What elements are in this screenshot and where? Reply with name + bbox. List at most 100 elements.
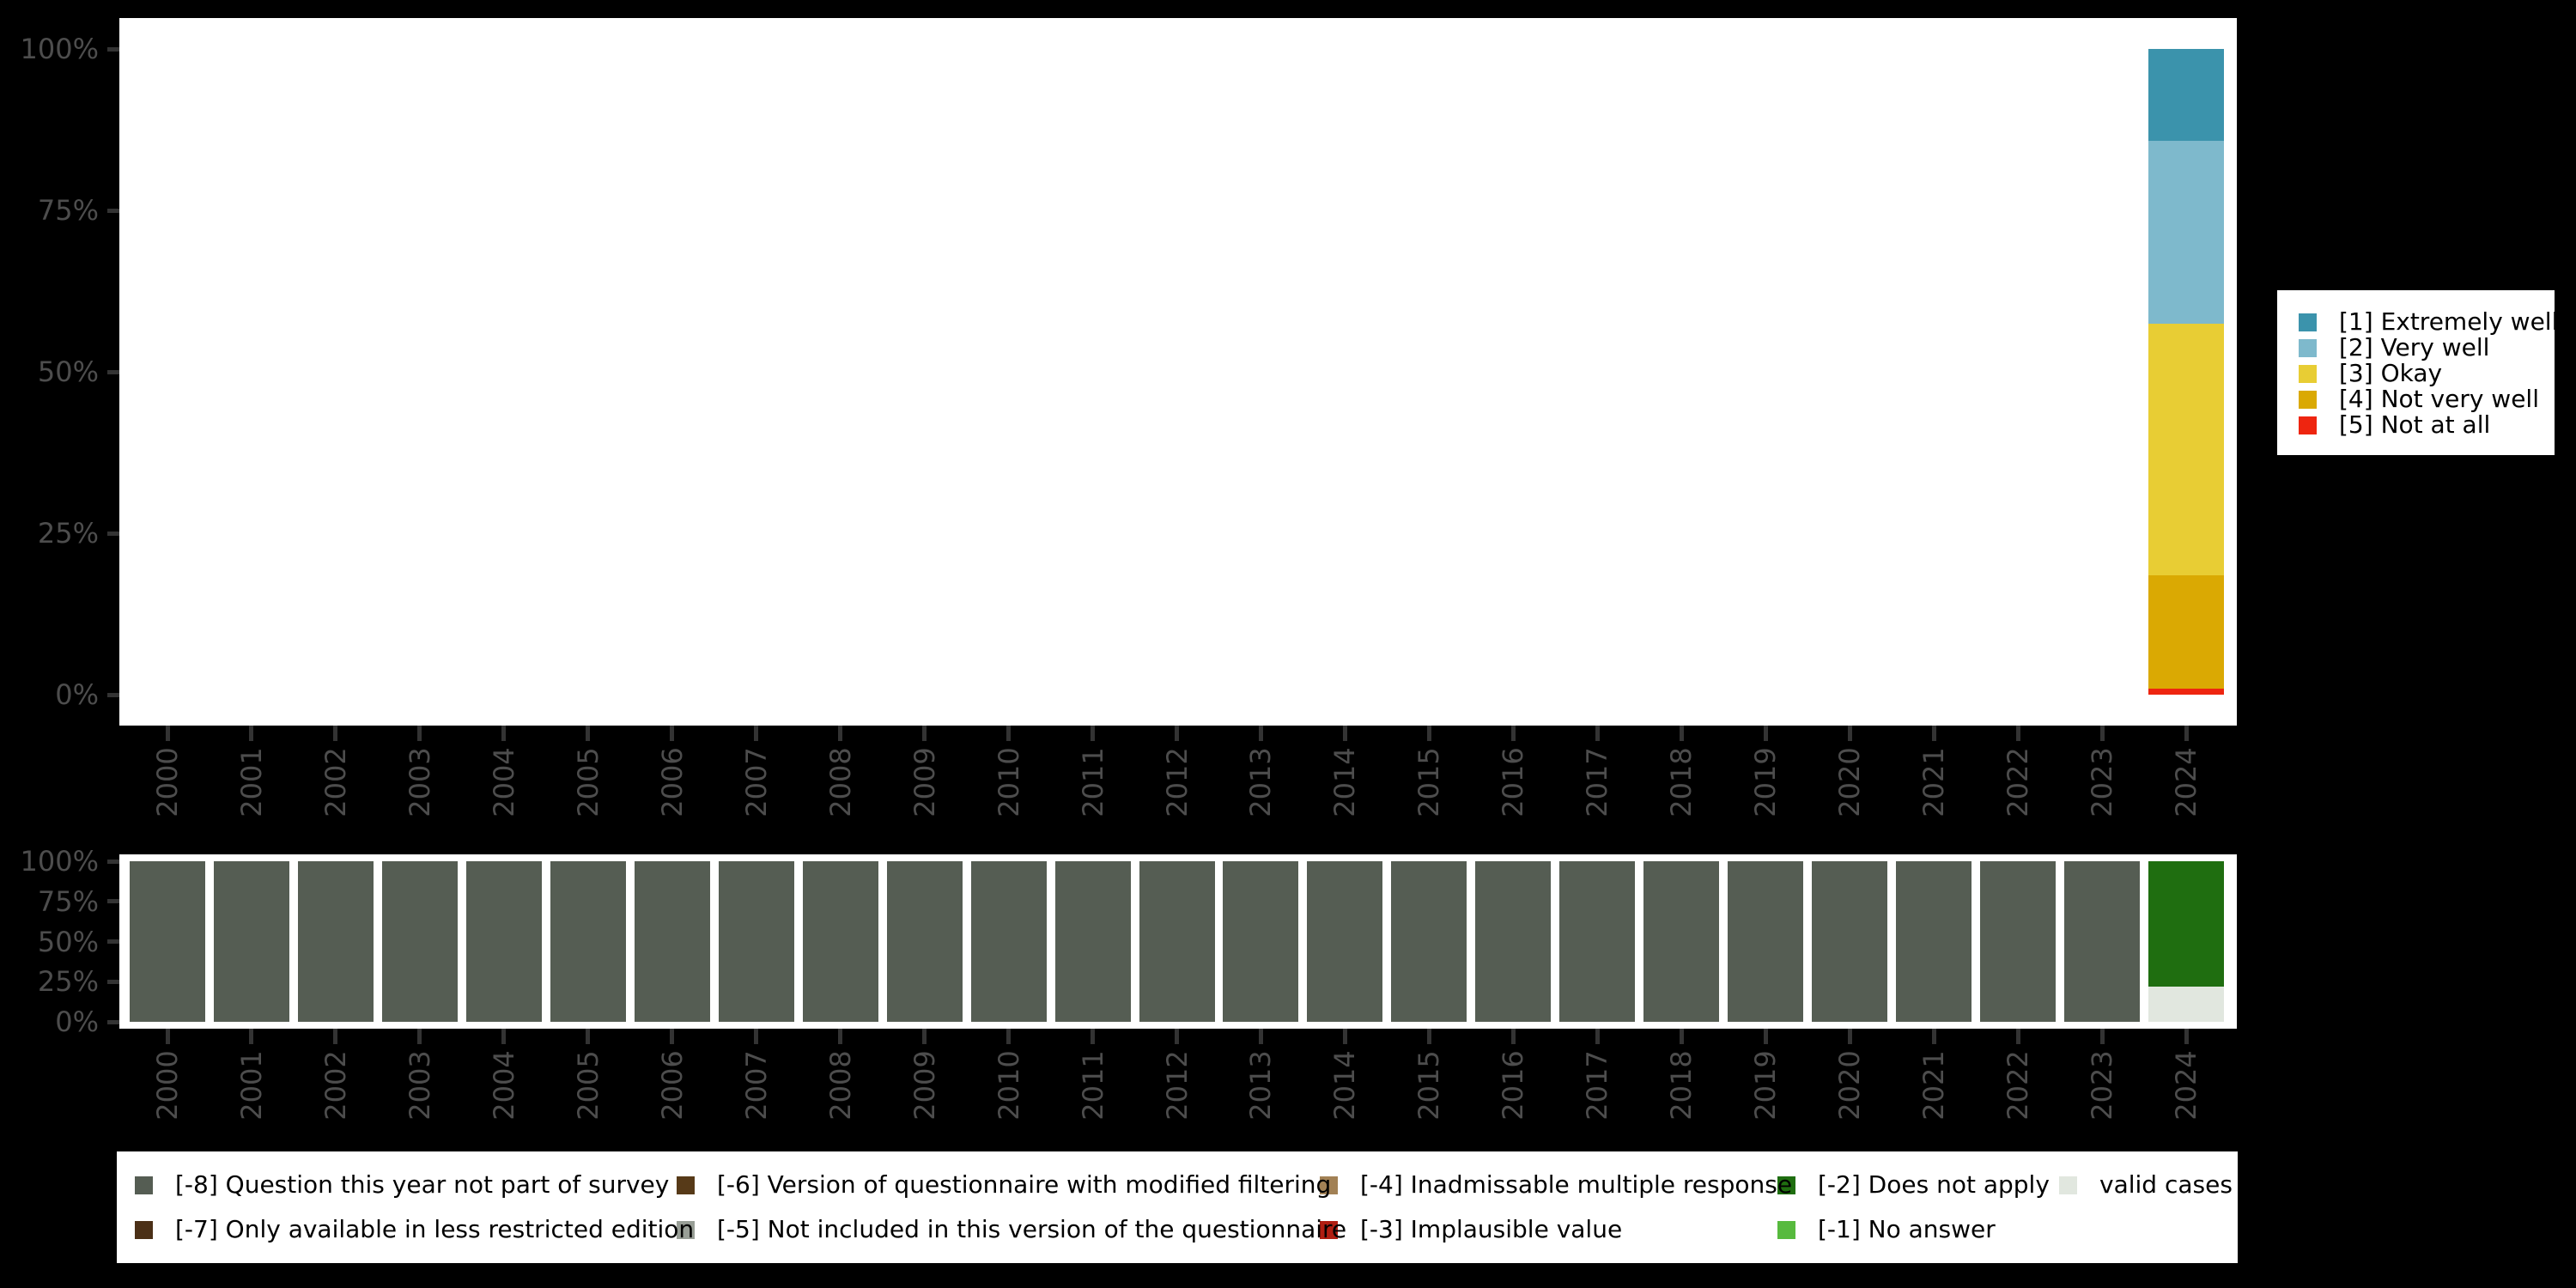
x-axis-tick-label: 2016 [1497, 747, 1530, 817]
x-axis-tick [2099, 726, 2105, 741]
x-axis-tick [165, 1029, 170, 1044]
x-axis-tick [1091, 1029, 1096, 1044]
legend-swatch [1777, 1176, 1795, 1194]
x-axis-tick [2099, 1029, 2105, 1044]
legend-swatch [2299, 313, 2317, 331]
x-axis-tick [670, 1029, 675, 1044]
x-axis-tick-label: 2000 [151, 1050, 184, 1121]
legend-item: [2] Very well [2299, 336, 2489, 360]
x-axis-tick-label: 2010 [992, 747, 1025, 817]
legend-label: [1] Extremely well [2339, 307, 2559, 336]
legend-label: [3] Okay [2339, 359, 2443, 387]
x-axis-tick [754, 1029, 759, 1044]
bar-segment-main [2148, 689, 2225, 695]
legend-swatch [2059, 1176, 2077, 1194]
x-axis-tick [838, 726, 843, 741]
x-axis-tick [1679, 1029, 1684, 1044]
x-axis-tick-label: 2016 [1497, 1050, 1530, 1121]
x-axis-tick [249, 1029, 254, 1044]
x-axis-tick [1258, 1029, 1263, 1044]
x-axis-tick-label: 2019 [1749, 747, 1783, 817]
x-axis-tick-label: 2012 [1160, 1050, 1194, 1121]
legend-swatch [1777, 1220, 1795, 1239]
x-axis-tick [1847, 1029, 1852, 1044]
x-axis-tick [501, 1029, 507, 1044]
legend-item: [4] Not very well [2299, 385, 2539, 413]
x-axis-tick-label: 2001 [234, 1050, 268, 1121]
bar-segment-missings [381, 861, 458, 1022]
x-axis-tick [1006, 1029, 1012, 1044]
x-axis-tick [1426, 1029, 1431, 1044]
x-axis-tick [333, 726, 338, 741]
legend-label: [4] Not very well [2339, 385, 2539, 413]
x-axis-tick-label: 2020 [1833, 747, 1867, 817]
bar-segment-missings [1896, 861, 1972, 1022]
x-axis-tick-label: 2006 [655, 1050, 689, 1121]
x-axis-tick [249, 726, 254, 741]
x-axis-tick-label: 2022 [2002, 747, 2035, 817]
x-axis-tick-label: 2007 [739, 747, 773, 817]
y-axis-tick [107, 369, 119, 374]
legend-label: [-5] Not included in this version of the… [717, 1215, 1347, 1243]
bar-segment-missings [1643, 861, 1720, 1022]
y-axis-tick [107, 859, 119, 864]
x-axis-tick-label: 2017 [1581, 1050, 1614, 1121]
x-axis-tick [1595, 726, 1600, 741]
x-axis-tick [1258, 726, 1263, 741]
x-axis-tick-label: 2001 [234, 747, 268, 817]
x-axis-tick-label: 2002 [319, 1050, 352, 1121]
x-axis-tick-label: 2010 [992, 1050, 1025, 1121]
missing-values-legend: [-8] Question this year not part of surv… [115, 1150, 2239, 1265]
legend-item: [-5] Not included in this version of the… [677, 1215, 1347, 1243]
y-axis-tick-label: 0% [55, 678, 99, 711]
legend-item: [-4] Inadmissable multiple response [1320, 1173, 1792, 1197]
y-axis-tick-label: 75% [37, 884, 99, 918]
x-axis-tick-label: 2021 [1917, 747, 1951, 817]
bar-segment-missings [1728, 861, 1804, 1022]
x-axis-tick-label: 2022 [2002, 1050, 2035, 1121]
x-axis-tick-label: 2020 [1833, 1050, 1867, 1121]
bar-segment-missings [1559, 861, 1636, 1022]
x-axis-tick [2015, 726, 2020, 741]
y-axis-tick-label: 100% [20, 845, 99, 878]
x-axis-tick [586, 726, 591, 741]
x-axis-tick [754, 726, 759, 741]
x-axis-tick-label: 2012 [1160, 747, 1194, 817]
legend-item: [-3] Implausible value [1320, 1218, 1622, 1242]
x-axis-tick-label: 2009 [908, 1050, 941, 1121]
x-axis-tick-label: 2005 [571, 747, 605, 817]
x-axis-tick-label: 2011 [1076, 747, 1109, 817]
bar-segment-main [2148, 574, 2225, 690]
x-axis-tick [922, 726, 927, 741]
bar-segment-missings [970, 861, 1047, 1022]
bar-segment-missings [465, 861, 542, 1022]
x-axis-tick-label: 2024 [2170, 747, 2203, 817]
x-axis-tick [1342, 726, 1347, 741]
x-axis-tick-label: 2014 [1328, 747, 1362, 817]
legend-swatch [2299, 338, 2317, 357]
legend-label: [-2] Does not apply [1818, 1170, 2050, 1199]
x-axis-tick [333, 1029, 338, 1044]
y-axis-tick [107, 1019, 119, 1024]
x-axis-tick [922, 1029, 927, 1044]
bar-segment-missings [550, 861, 626, 1022]
x-axis-tick [417, 726, 422, 741]
y-axis-tick-label: 25% [37, 965, 99, 999]
legend-swatch [2299, 416, 2317, 434]
bar-segment-main [2148, 323, 2225, 575]
bar-segment-main [2148, 140, 2225, 324]
bar-segment-missings [1223, 861, 1299, 1022]
x-axis-tick-label: 2005 [571, 1050, 605, 1121]
bar-segment-missings [1139, 861, 1215, 1022]
bar-segment-missings [1054, 861, 1131, 1022]
x-axis-tick [2184, 1029, 2189, 1044]
bar-segment-missings [1812, 861, 1888, 1022]
x-axis-tick [501, 726, 507, 741]
x-axis-tick-label: 2004 [487, 747, 520, 817]
x-axis-tick [1510, 726, 1516, 741]
x-axis-tick [1006, 726, 1012, 741]
bar-segment-missings [2148, 987, 2225, 1022]
y-axis-tick-label: 75% [37, 194, 99, 227]
x-axis-tick [1091, 726, 1096, 741]
x-axis-tick [2184, 726, 2189, 741]
